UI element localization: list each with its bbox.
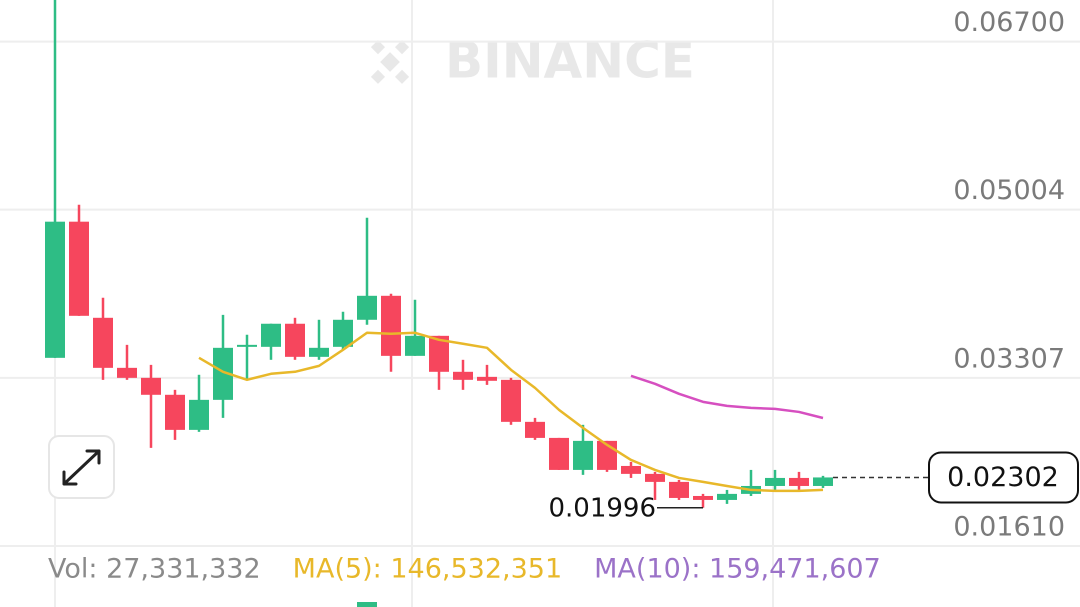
candle-body — [525, 421, 545, 438]
candle-body — [453, 371, 473, 380]
candle-body — [789, 477, 809, 486]
last-price-label: 0.02302 — [947, 462, 1059, 493]
candle-body — [405, 335, 425, 356]
candle-body — [573, 440, 593, 470]
candle-body — [813, 477, 833, 486]
candle-body — [213, 347, 233, 400]
candle-body — [669, 481, 689, 498]
candle-body — [117, 367, 137, 378]
candle-body — [357, 295, 377, 320]
candle-body — [717, 493, 737, 500]
candle-body — [765, 477, 785, 486]
candle-body — [261, 323, 281, 347]
candle-body — [333, 319, 353, 347]
candle-body — [69, 221, 89, 316]
candle-body — [285, 323, 305, 357]
expand-button[interactable] — [48, 435, 115, 499]
volume-legend-item: MA(10): 159,471,607 — [594, 554, 881, 585]
candle-body — [693, 495, 713, 500]
low-marker-label: 0.01996 — [548, 493, 656, 523]
candle-body — [93, 317, 113, 368]
candle-body — [381, 295, 401, 356]
expand-icon[interactable] — [62, 449, 101, 486]
candle-body — [165, 394, 185, 430]
candle-body — [309, 347, 329, 357]
candle-body — [237, 344, 257, 347]
watermark-logo — [370, 40, 410, 84]
volume-legend-item: Vol: 27,331,332 — [48, 554, 261, 585]
y-tick-label: 0.01610 — [953, 512, 1065, 543]
y-tick-label: 0.06700 — [953, 7, 1065, 38]
volume-bar-stub — [357, 602, 377, 607]
candle-body — [621, 465, 641, 474]
candle-body — [429, 335, 449, 372]
last-price-box — [928, 451, 1079, 504]
candle-body — [45, 221, 65, 358]
candle-body — [477, 376, 497, 381]
candle-body — [501, 379, 521, 422]
watermark-text: BINANCE — [445, 32, 695, 90]
ma-line — [630, 374, 824, 420]
candle-body — [189, 399, 209, 430]
y-tick-label: 0.05004 — [953, 175, 1065, 206]
ma-line — [198, 331, 824, 493]
candle-body — [645, 473, 665, 482]
candle-body — [141, 377, 161, 395]
watermark: BINANCE — [370, 32, 695, 90]
candle-body — [549, 437, 569, 470]
volume-legend-item: MA(5): 146,532,351 — [293, 554, 562, 585]
y-tick-label: 0.03307 — [953, 343, 1065, 374]
